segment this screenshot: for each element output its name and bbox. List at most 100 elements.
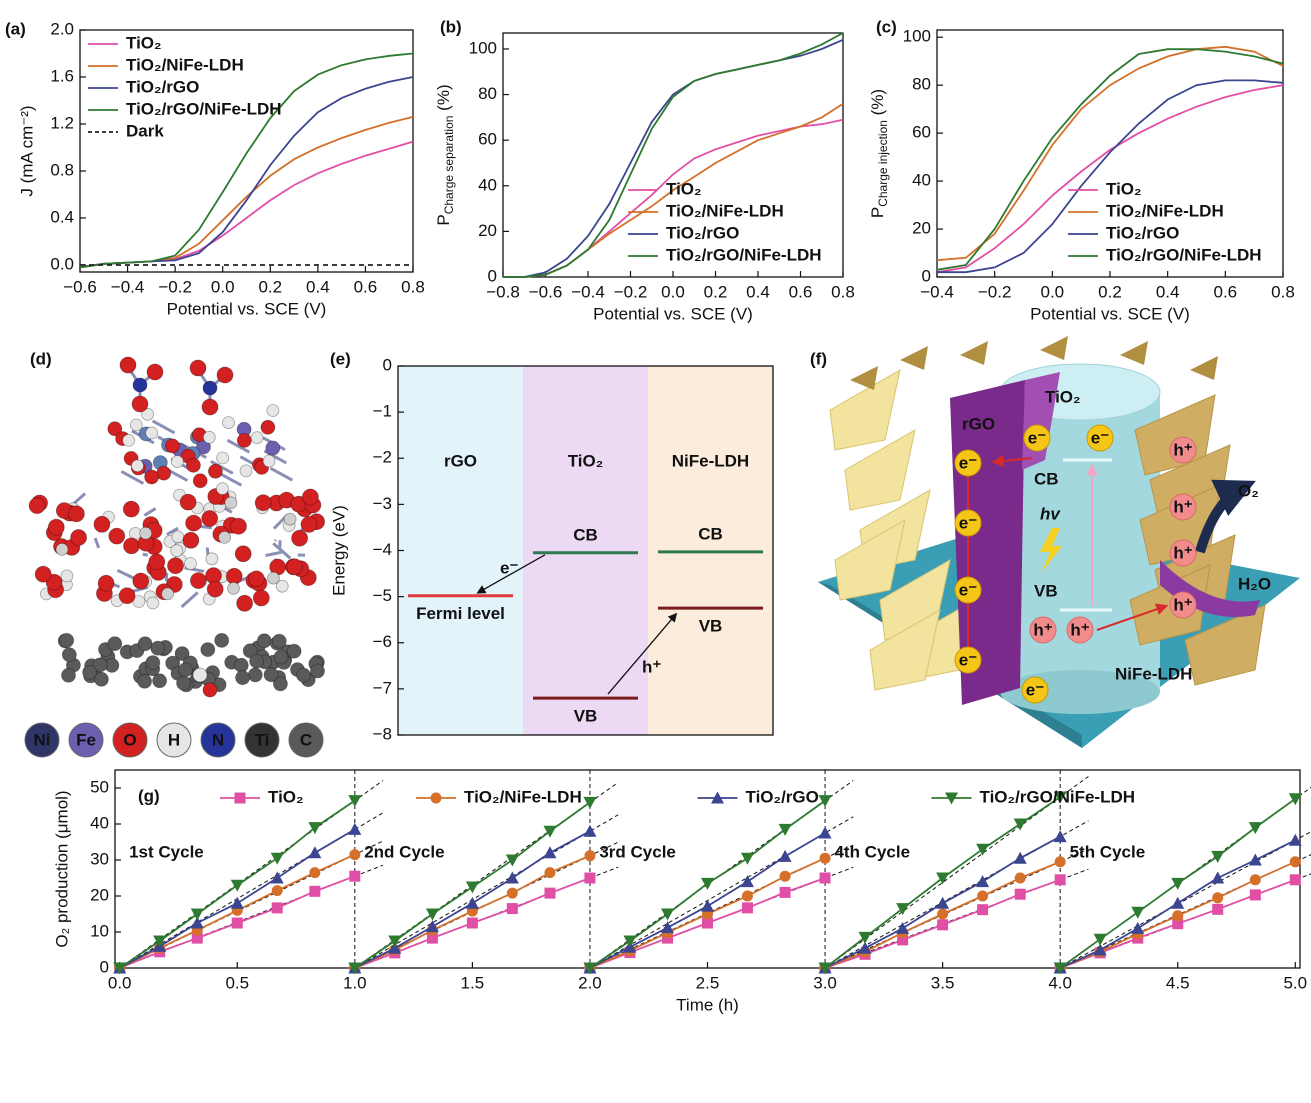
atom <box>239 464 253 478</box>
bond <box>93 537 101 549</box>
atom <box>170 544 184 558</box>
atom-legend-swatch <box>156 722 192 758</box>
legend-label: Dark <box>126 121 164 140</box>
legend-label: TiO₂/NiFe-LDH <box>666 201 784 220</box>
x-tick-label: −0.4 <box>111 277 145 296</box>
data-marker <box>818 962 832 975</box>
data-marker <box>113 962 127 975</box>
legend-label: TiO₂/NiFe-LDH <box>464 787 582 806</box>
atom <box>201 510 219 527</box>
data-marker <box>270 852 284 865</box>
bond <box>180 591 199 609</box>
atom <box>273 649 289 665</box>
schematic-label: NiFe-LDH <box>1115 664 1192 683</box>
legend-label: TiO₂/rGO/NiFe-LDH <box>666 245 822 264</box>
electron-label: e⁻ <box>959 513 977 532</box>
atom <box>70 529 87 546</box>
data-marker <box>425 908 439 921</box>
y-tick-label: 0.4 <box>50 207 74 226</box>
hole <box>1169 591 1197 619</box>
atom <box>275 579 289 593</box>
x-tick-label: 0.8 <box>831 282 855 301</box>
photon-bolt <box>1040 528 1062 572</box>
y-tick-label: 1.6 <box>50 66 74 85</box>
data-marker <box>1249 874 1261 886</box>
x-axis-label: Potential vs. SCE (V) <box>1030 304 1190 323</box>
data-marker <box>778 823 792 836</box>
atom <box>250 431 264 445</box>
atom <box>107 636 123 652</box>
data-line <box>937 79 1284 274</box>
atom <box>202 682 218 698</box>
legend-label: TiO₂/rGO <box>666 223 739 242</box>
data-marker <box>190 908 204 921</box>
data-line <box>503 32 844 278</box>
cycle-label: 4th Cycle <box>834 842 910 861</box>
energy-level-label: CB <box>698 524 723 543</box>
data-marker <box>505 871 519 884</box>
atom <box>266 404 280 417</box>
data-marker <box>937 919 949 931</box>
y-tick-label: 40 <box>478 175 497 194</box>
cycle-label: 1st Cycle <box>129 842 204 861</box>
atom <box>256 633 272 649</box>
electron-label: e⁻ <box>500 558 518 577</box>
atom <box>132 377 148 393</box>
atom <box>82 664 97 680</box>
data-marker <box>779 886 791 898</box>
atom <box>266 571 280 585</box>
data-marker <box>1053 791 1067 804</box>
oxygen-arrow <box>1195 479 1256 554</box>
atom <box>207 463 223 479</box>
data-line <box>936 45 1284 262</box>
data-marker <box>858 931 872 944</box>
data-line <box>79 140 414 269</box>
energy-level-label: VB <box>574 707 598 726</box>
legend-label: TiO₂ <box>1106 179 1142 198</box>
atom <box>107 421 123 437</box>
legend-label: TiO₂ <box>666 179 702 198</box>
cycle-label: 5th Cycle <box>1070 842 1146 861</box>
data-marker <box>191 932 203 944</box>
atom <box>161 587 175 601</box>
legend-marker <box>945 792 958 805</box>
atom <box>236 432 252 448</box>
legend-label: TiO₂/rGO <box>746 787 819 806</box>
data-marker <box>1014 872 1026 884</box>
atom <box>137 636 153 652</box>
atom-legend-swatch <box>288 722 324 758</box>
schematic-label: H₂O <box>1238 574 1271 593</box>
panel-label: (e) <box>330 349 351 368</box>
atom <box>145 655 161 670</box>
atom <box>152 673 168 689</box>
atom <box>122 433 136 447</box>
x-tick-label: 0.6 <box>354 277 378 296</box>
data-marker <box>309 867 321 879</box>
atom <box>205 552 219 566</box>
ldh-flake <box>869 609 941 691</box>
y-tick-label: 60 <box>478 130 497 149</box>
data-marker <box>231 917 243 929</box>
column-name: rGO <box>444 451 477 470</box>
hole <box>1169 436 1197 464</box>
x-tick-label: 0.2 <box>704 282 728 301</box>
legend-label: TiO₂ <box>268 787 304 806</box>
data-marker <box>936 896 950 909</box>
data-marker <box>1014 888 1026 900</box>
hole-label: h⁺ <box>1033 620 1052 639</box>
data-line <box>936 48 1284 271</box>
data-marker <box>230 879 244 892</box>
y-axis-label: O₂ production (μmol) <box>52 790 71 947</box>
ldh-flake <box>834 519 906 601</box>
y-tick-label: 20 <box>90 885 109 904</box>
x-tick-label: 0.6 <box>1214 282 1238 301</box>
legend-marker <box>430 792 442 804</box>
data-marker <box>270 871 284 884</box>
data-marker <box>1131 906 1145 919</box>
electron-label: e⁻ <box>959 453 977 472</box>
atom <box>192 473 208 489</box>
atom-legend-swatch <box>244 722 280 758</box>
schematic-label: hv <box>1040 504 1061 523</box>
y-tick-label: 10 <box>90 921 109 940</box>
data-marker <box>701 877 714 890</box>
